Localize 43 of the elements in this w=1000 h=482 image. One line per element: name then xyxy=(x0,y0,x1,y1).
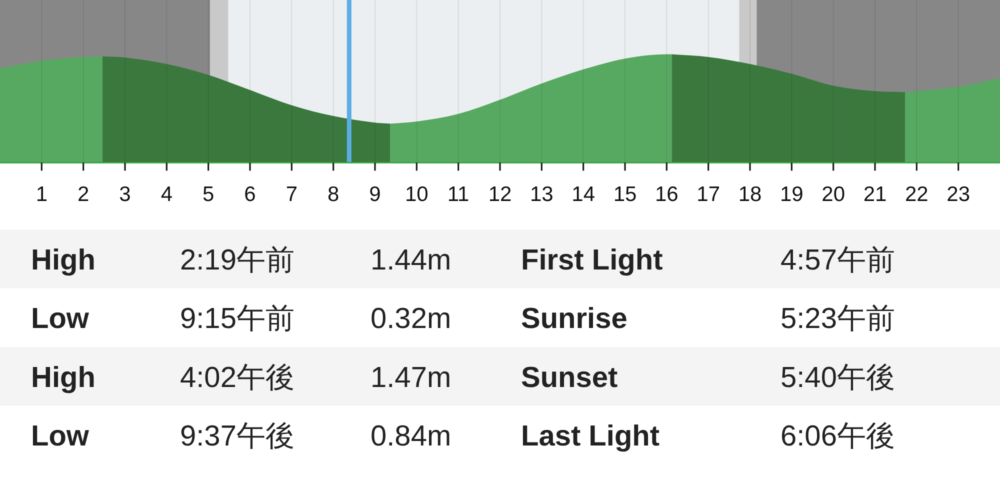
table-cell: 9:15午前 xyxy=(180,303,294,336)
x-tick-label: 12 xyxy=(488,183,512,206)
x-tick-label: 11 xyxy=(447,183,470,206)
x-tick-label: 10 xyxy=(404,183,428,206)
x-tick-label: 8 xyxy=(328,183,340,206)
table-cell: Low xyxy=(31,303,89,336)
x-tick-label: 19 xyxy=(780,183,804,206)
table-cell: 5:40午後 xyxy=(780,362,895,394)
x-tick-label: 6 xyxy=(244,183,256,206)
table-cell: Sunset xyxy=(521,362,618,394)
table-cell: 4:57午前 xyxy=(780,244,895,276)
x-tick-label: 3 xyxy=(119,183,131,206)
table-cell: 9:37午後 xyxy=(180,420,294,452)
x-tick-label: 7 xyxy=(286,183,298,206)
table-cell: 0.84m xyxy=(370,420,452,452)
table-cell: 2:19午前 xyxy=(180,244,294,276)
table-cell: 6:06午後 xyxy=(780,420,895,452)
table-cell: 0.32m xyxy=(370,303,452,336)
table-cell: First Light xyxy=(521,244,663,276)
table-cell: Sunrise xyxy=(521,303,628,336)
x-tick-label: 13 xyxy=(530,183,554,206)
x-tick-label: 5 xyxy=(202,183,214,206)
table-cell: 4:02午後 xyxy=(180,362,294,394)
x-tick-label: 22 xyxy=(904,183,928,206)
x-tick-label: 23 xyxy=(946,183,970,206)
x-tick-label: 18 xyxy=(738,183,762,206)
table-cell: High xyxy=(31,244,96,276)
x-tick-label: 20 xyxy=(822,183,846,206)
x-tick-label: 4 xyxy=(160,183,172,206)
table-cell: 1.44m xyxy=(370,244,452,276)
table-cell: 5:23午前 xyxy=(780,303,895,336)
x-tick-label: 14 xyxy=(572,183,596,206)
x-tick-label: 17 xyxy=(696,183,720,206)
x-tick-label: 2 xyxy=(78,183,90,206)
table-cell: High xyxy=(31,362,96,394)
table-cell: 1.47m xyxy=(370,362,452,394)
table-cell: Low xyxy=(31,420,89,452)
table-cell: Last Light xyxy=(521,420,660,452)
x-tick-label: 21 xyxy=(863,183,887,206)
x-tick-label: 16 xyxy=(654,183,678,206)
x-tick-label: 1 xyxy=(36,183,48,206)
x-tick-label: 9 xyxy=(369,183,381,206)
x-tick-label: 15 xyxy=(613,183,637,206)
